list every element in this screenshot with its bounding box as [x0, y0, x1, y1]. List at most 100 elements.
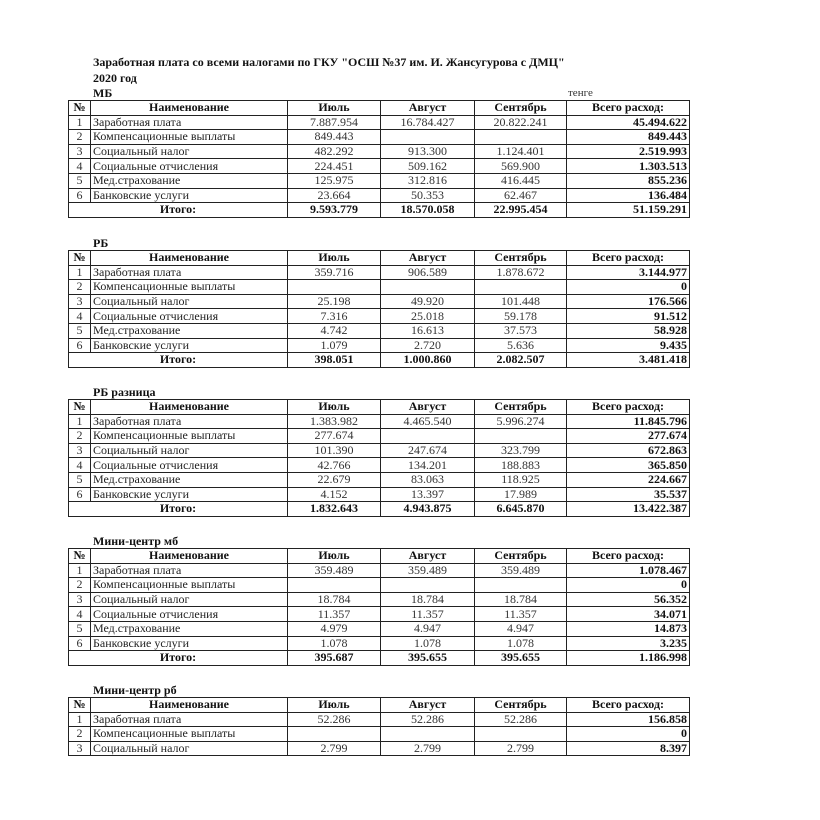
- table-cell: 16.613: [380, 322, 475, 339]
- expense-table: № Наименование Июль Август Сентябрь Всего рас…: [68, 697, 690, 757]
- table-cell: 1: [68, 413, 91, 430]
- column-header: Июль: [287, 100, 381, 116]
- table-header: № Наименование Июль Август Сентябрь Всего рас…: [68, 100, 690, 116]
- table-cell: 3: [68, 143, 91, 160]
- column-header: Наименование: [90, 100, 288, 116]
- table-cell: 224.451: [287, 158, 381, 174]
- table-row: 1 Заработная плата 359.716 906.589 1.878.672…: [68, 264, 690, 281]
- table-cell: 101.390: [287, 442, 381, 459]
- table-cell: 5: [68, 172, 91, 189]
- column-header: Всего расход:: [566, 697, 690, 713]
- table-cell: 2.799: [380, 740, 475, 757]
- table-cell: 5: [68, 471, 91, 488]
- table-cell: [380, 577, 475, 593]
- table-cell: 91.512: [566, 308, 690, 324]
- currency-unit: тенге: [568, 87, 593, 99]
- table-cell: [474, 428, 567, 444]
- table-row: 3 Социальный налог 18.784 18.784 18.784 56.35…: [68, 591, 690, 608]
- table-row: 1 Заработная плата 52.286 52.286 52.286 156.8…: [68, 711, 690, 728]
- table-cell: 3.144.977: [566, 264, 690, 281]
- column-header: Наименование: [90, 399, 288, 415]
- table-cell: 20.822.241: [474, 114, 567, 131]
- table-cell: 118.925: [474, 471, 567, 488]
- column-header: Наименование: [90, 548, 288, 564]
- table-cell: Компенсационные выплаты: [90, 129, 288, 145]
- table-cell: 1.078: [380, 635, 475, 652]
- document-year: 2020 год: [93, 71, 137, 85]
- table-cell: 0: [566, 279, 690, 295]
- total-cell: 395.687: [287, 650, 381, 666]
- total-cell: 1.000.860: [380, 352, 475, 368]
- total-cell: 395.655: [474, 650, 567, 666]
- table-cell: 125.975: [287, 172, 381, 189]
- table-cell: 4.465.540: [380, 413, 475, 430]
- section-4: Мини-центр рб № Наименование Июль Август Сент…: [68, 683, 690, 757]
- total-cell: 9.593.779: [287, 202, 381, 218]
- table-cell: 4.742: [287, 322, 381, 339]
- column-header: №: [68, 548, 91, 564]
- table-row: 3 Социальный налог 482.292 913.300 1.124.401…: [68, 143, 690, 160]
- total-cell: 22.995.454: [474, 202, 567, 218]
- table-cell: Социальные отчисления: [90, 606, 288, 622]
- table-cell: [380, 279, 475, 295]
- table-cell: Заработная плата: [90, 114, 288, 131]
- table-cell: 6: [68, 187, 91, 204]
- table-row: 1 Заработная плата 359.489 359.489 359.489 1.…: [68, 562, 690, 579]
- column-header: Август: [380, 548, 475, 564]
- table-cell: Банковские услуги: [90, 337, 288, 354]
- table-cell: 2: [68, 279, 91, 295]
- table-header: № Наименование Июль Август Сентябрь Всего рас…: [68, 697, 690, 713]
- table-cell: Социальный налог: [90, 442, 288, 459]
- table-cell: 4: [68, 606, 91, 622]
- table-cell: 359.489: [380, 562, 475, 579]
- table-cell: Социальный налог: [90, 293, 288, 310]
- table-cell: [474, 129, 567, 145]
- table-cell: 49.920: [380, 293, 475, 310]
- table-cell: 188.883: [474, 457, 567, 473]
- table-cell: 101.448: [474, 293, 567, 310]
- table-cell: 13.397: [380, 486, 475, 503]
- expense-table: № Наименование Июль Август Сентябрь Всего рас…: [68, 100, 690, 218]
- table-cell: 1.078: [287, 635, 381, 652]
- table-cell: 849.443: [566, 129, 690, 145]
- table-cell: 2: [68, 129, 91, 145]
- table-cell: Социальные отчисления: [90, 308, 288, 324]
- column-header: №: [68, 250, 91, 266]
- total-label: Итого:: [68, 352, 288, 368]
- table-cell: [287, 726, 381, 742]
- table-cell: Социальный налог: [90, 143, 288, 160]
- table-row: 6 Банковские услуги 23.664 50.353 62.467 136.…: [68, 187, 690, 204]
- table-row: 6 Банковские услуги 1.078 1.078 1.078 3.235: [68, 635, 690, 652]
- table-cell: 482.292: [287, 143, 381, 160]
- table-cell: 1: [68, 264, 91, 281]
- total-cell: 51.159.291: [566, 202, 690, 218]
- table-row: 2 Компенсационные выплаты 849.443 849.443: [68, 129, 690, 145]
- table-cell: [380, 129, 475, 145]
- table-cell: 4: [68, 457, 91, 473]
- table-cell: Банковские услуги: [90, 486, 288, 503]
- table-cell: 359.489: [287, 562, 381, 579]
- section-label: Мини-центр рб: [93, 683, 177, 697]
- table-cell: 62.467: [474, 187, 567, 204]
- table-cell: 1.878.672: [474, 264, 567, 281]
- column-header: Сентябрь: [474, 548, 567, 564]
- table-row: 6 Банковские услуги 1.079 2.720 5.636 9.435: [68, 337, 690, 354]
- table-row: 1 Заработная плата 1.383.982 4.465.540 5.996…: [68, 413, 690, 430]
- table-cell: Банковские услуги: [90, 635, 288, 652]
- table-cell: Социальный налог: [90, 591, 288, 608]
- table-cell: 8.397: [566, 740, 690, 757]
- table-cell: Социальные отчисления: [90, 457, 288, 473]
- table-cell: 224.667: [566, 471, 690, 488]
- table-cell: 906.589: [380, 264, 475, 281]
- total-cell: 4.943.875: [380, 501, 475, 517]
- table-cell: [380, 428, 475, 444]
- table-row: 3 Социальный налог 25.198 49.920 101.448 176.…: [68, 293, 690, 310]
- table-cell: 11.357: [474, 606, 567, 622]
- table-cell: 37.573: [474, 322, 567, 339]
- table-cell: 323.799: [474, 442, 567, 459]
- section-2: РБ разница № Наименование Июль Август Сентябр…: [68, 385, 690, 517]
- column-header: Июль: [287, 697, 381, 713]
- table-cell: 17.989: [474, 486, 567, 503]
- table-cell: 7.316: [287, 308, 381, 324]
- table-cell: 359.716: [287, 264, 381, 281]
